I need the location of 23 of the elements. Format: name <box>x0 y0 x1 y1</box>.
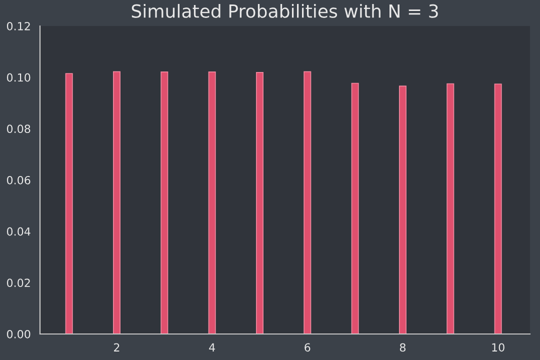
y-tick-label: 0.08 <box>6 124 30 134</box>
bar <box>112 71 120 334</box>
y-tick-label: 0.06 <box>6 176 30 184</box>
y-tick-label: 0.10 <box>6 73 30 82</box>
y-tick-label: 0.04 <box>6 227 30 236</box>
chart-title: Simulated Probabilities with N = 3 <box>132 4 438 18</box>
bar <box>208 72 216 334</box>
y-tick-label: 0.02 <box>6 278 30 288</box>
x-tick-label: 4 <box>209 343 215 352</box>
bar <box>256 72 264 334</box>
bar <box>494 84 502 334</box>
bar <box>351 82 359 334</box>
x-tick-label: 2 <box>114 343 120 352</box>
bar <box>304 71 312 334</box>
bar <box>160 72 168 334</box>
bar <box>65 73 73 334</box>
x-tick-label: 6 <box>304 343 310 352</box>
y-tick-label: 0.00 <box>6 330 30 338</box>
bar <box>398 86 406 334</box>
bar <box>446 83 454 334</box>
x-tick-label: 10 <box>492 343 504 352</box>
y-tick-label: 0.12 <box>6 22 30 30</box>
x-tick-label: 8 <box>400 343 406 352</box>
